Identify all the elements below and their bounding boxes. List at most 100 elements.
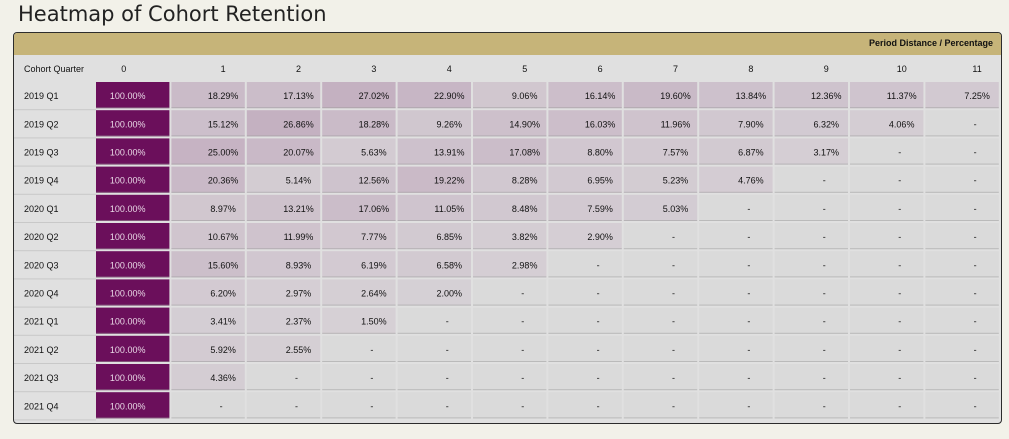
cell-underline: [322, 107, 396, 109]
cell-underline: [322, 220, 396, 221]
cell-underline: [774, 191, 848, 193]
cell-value: 7.77%: [361, 232, 387, 242]
cell-underline: [171, 220, 245, 221]
column-header: 1: [221, 64, 226, 74]
heat-cell: [548, 223, 622, 250]
cell-value: -: [898, 345, 901, 355]
cell-value: 7.57%: [663, 148, 689, 158]
cell-underline: [397, 107, 471, 109]
cell-value: 5.23%: [663, 176, 689, 186]
cell-underline: [774, 417, 848, 419]
cell-underline: [850, 361, 924, 362]
heat-cell: [171, 194, 245, 221]
cell-underline: [397, 191, 471, 193]
cell-value: 6.32%: [814, 119, 840, 129]
heat-cell: [623, 307, 698, 334]
heat-cell: [246, 335, 321, 362]
cell-underline: [322, 332, 396, 334]
cell-value: -: [898, 373, 901, 383]
cell-value: 100.00%: [110, 317, 146, 327]
heat-cell: [171, 223, 245, 250]
cell-value: -: [597, 260, 600, 270]
cell-underline: [96, 417, 170, 419]
heat-cell: [925, 110, 999, 137]
cell-underline: [699, 135, 773, 137]
cell-value: -: [672, 260, 675, 270]
heat-cell: [246, 307, 321, 334]
heat-cell: [322, 307, 396, 334]
cell-underline: [623, 332, 698, 334]
cell-value: -: [747, 317, 750, 327]
cell-value: 6.85%: [437, 232, 463, 242]
cell-underline: [925, 417, 999, 419]
cell-underline: [171, 417, 245, 419]
cell-value: 100.00%: [110, 289, 146, 299]
heat-cell: [397, 335, 471, 362]
cell-underline: [246, 361, 321, 362]
heat-cell: [397, 251, 471, 278]
cell-value: 15.12%: [208, 119, 239, 129]
cell-underline: [171, 135, 245, 137]
heat-cell: [925, 335, 999, 362]
cell-value: -: [747, 204, 750, 214]
cell-value: -: [974, 232, 977, 242]
heat-cell: [96, 335, 170, 362]
cell-value: -: [446, 373, 449, 383]
cell-value: 13.91%: [434, 148, 465, 158]
cell-underline: [397, 163, 471, 165]
heat-cell: [246, 364, 321, 391]
cell-underline: [774, 304, 848, 306]
heat-cell: [397, 166, 471, 193]
heat-cell: [322, 335, 396, 362]
cell-underline: [850, 389, 924, 391]
column-header: 10: [897, 64, 907, 74]
cell-value: 27.02%: [359, 91, 390, 101]
cell-value: -: [823, 401, 826, 411]
cell-underline: [171, 276, 245, 278]
row-divider: [14, 306, 96, 308]
heat-cell: [850, 138, 924, 165]
heat-cell: [322, 194, 396, 221]
cell-underline: [548, 191, 622, 193]
cohort-label: 2021 Q2: [24, 345, 59, 355]
cell-underline: [548, 220, 622, 221]
heat-cell: [925, 138, 999, 165]
heat-cell: [774, 110, 848, 137]
cell-value: -: [521, 345, 524, 355]
cell-value: 20.07%: [283, 148, 314, 158]
heat-cell: [246, 194, 321, 221]
row-header-label: Cohort Quarter: [24, 64, 84, 74]
heatmap-frame: Period Distance / Percentage Cohort Quar…: [13, 32, 1002, 424]
cell-underline: [548, 135, 622, 137]
cell-underline: [322, 163, 396, 165]
cell-underline: [548, 107, 622, 109]
heat-cell: [850, 364, 924, 391]
chart-title: Heatmap of Cohort Retention: [18, 2, 327, 26]
cell-value: -: [974, 176, 977, 186]
cell-underline: [473, 220, 547, 221]
cell-underline: [473, 163, 547, 165]
cell-underline: [850, 276, 924, 278]
heat-cell: [623, 251, 698, 278]
cell-underline: [925, 304, 999, 306]
cell-value: 13.21%: [283, 204, 314, 214]
cell-underline: [246, 304, 321, 306]
cell-value: -: [898, 289, 901, 299]
cell-underline: [548, 332, 622, 334]
heat-cell: [96, 110, 170, 137]
cell-underline: [850, 107, 924, 109]
cell-value: -: [898, 401, 901, 411]
heat-cell: [850, 307, 924, 334]
cell-underline: [322, 304, 396, 306]
heat-cell: [246, 251, 321, 278]
cell-value: -: [597, 401, 600, 411]
cell-underline: [774, 332, 848, 334]
cell-underline: [850, 135, 924, 137]
cohort-label: 2019 Q3: [24, 148, 59, 158]
heat-cell: [473, 392, 547, 419]
cell-underline: [171, 191, 245, 193]
heat-cell: [171, 166, 245, 193]
cell-underline: [850, 304, 924, 306]
cell-value: -: [974, 204, 977, 214]
cell-underline: [246, 332, 321, 334]
